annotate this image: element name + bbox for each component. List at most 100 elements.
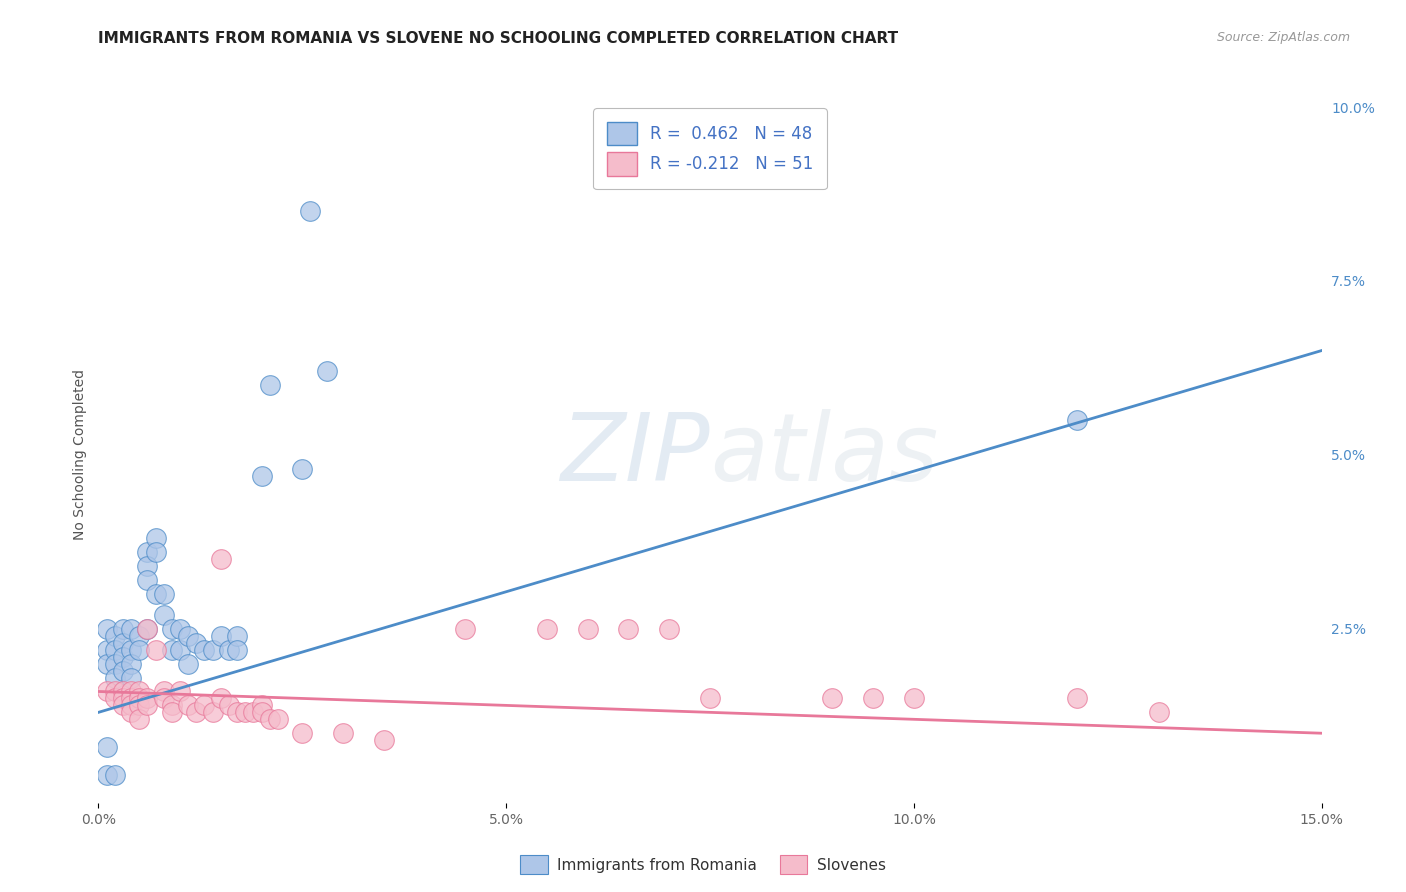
Point <box>1147 706 1170 720</box>
Point <box>226 706 249 720</box>
Point <box>120 691 142 706</box>
Point <box>128 629 150 643</box>
Point <box>160 622 183 636</box>
Point <box>291 462 314 476</box>
Text: ZIP: ZIP <box>561 409 710 500</box>
Point <box>250 706 273 720</box>
Point <box>128 684 150 698</box>
Text: atlas: atlas <box>710 409 938 500</box>
Point <box>120 706 142 720</box>
Point <box>218 642 240 657</box>
Point <box>218 698 240 713</box>
Point <box>111 622 134 636</box>
Point <box>193 642 215 657</box>
Point <box>145 587 167 601</box>
Point <box>96 622 118 636</box>
Point <box>145 545 167 559</box>
Point <box>233 706 256 720</box>
Point <box>111 698 134 713</box>
Point <box>120 642 142 657</box>
Point <box>96 768 118 782</box>
Point <box>169 642 191 657</box>
Point <box>128 642 150 657</box>
Point <box>169 622 191 636</box>
Point <box>536 622 558 636</box>
Point <box>104 642 127 657</box>
Point <box>201 642 224 657</box>
Point <box>160 706 183 720</box>
Point <box>226 642 249 657</box>
Point <box>1066 413 1088 427</box>
Point <box>104 671 127 685</box>
Point <box>136 573 159 587</box>
Y-axis label: No Schooling Completed: No Schooling Completed <box>73 369 87 541</box>
Point <box>209 629 232 643</box>
Point <box>160 698 183 713</box>
Point <box>169 684 191 698</box>
Point <box>152 684 174 698</box>
Point <box>250 468 273 483</box>
Point <box>821 691 844 706</box>
Point <box>145 532 167 546</box>
Point <box>96 740 118 755</box>
Point <box>96 684 118 698</box>
Point <box>699 691 721 706</box>
Point <box>209 552 232 566</box>
Point <box>96 642 118 657</box>
Point <box>120 671 142 685</box>
Point <box>111 691 134 706</box>
Point <box>111 684 134 698</box>
Point <box>104 629 127 643</box>
Point <box>120 684 142 698</box>
Point <box>315 364 337 378</box>
Point <box>160 642 183 657</box>
Point <box>136 622 159 636</box>
Point <box>658 622 681 636</box>
Point <box>299 204 322 219</box>
Point <box>373 733 395 747</box>
Point <box>120 622 142 636</box>
Legend: R =  0.462   N = 48, R = -0.212   N = 51: R = 0.462 N = 48, R = -0.212 N = 51 <box>593 109 827 189</box>
Point <box>104 657 127 671</box>
Point <box>104 691 127 706</box>
Point <box>96 657 118 671</box>
Point <box>136 559 159 574</box>
Point <box>136 698 159 713</box>
Point <box>177 657 200 671</box>
Point <box>576 622 599 636</box>
Point <box>1066 691 1088 706</box>
Point <box>291 726 314 740</box>
Point <box>259 378 281 392</box>
Point <box>136 691 159 706</box>
Point <box>226 629 249 643</box>
Point <box>120 698 142 713</box>
Point <box>903 691 925 706</box>
Point <box>152 587 174 601</box>
Point <box>250 698 273 713</box>
Point <box>193 698 215 713</box>
Point <box>128 712 150 726</box>
Point <box>177 698 200 713</box>
Point <box>111 664 134 678</box>
Point <box>186 636 208 650</box>
Point <box>267 712 290 726</box>
Point <box>152 691 174 706</box>
Point <box>209 691 232 706</box>
Point <box>862 691 884 706</box>
Point <box>617 622 640 636</box>
Point <box>104 684 127 698</box>
Point <box>128 698 150 713</box>
Point <box>332 726 354 740</box>
Point <box>201 706 224 720</box>
Point <box>259 712 281 726</box>
Point <box>454 622 477 636</box>
Point <box>111 649 134 664</box>
Point <box>104 768 127 782</box>
Point <box>120 657 142 671</box>
Legend: Immigrants from Romania, Slovenes: Immigrants from Romania, Slovenes <box>515 849 891 880</box>
Text: IMMIGRANTS FROM ROMANIA VS SLOVENE NO SCHOOLING COMPLETED CORRELATION CHART: IMMIGRANTS FROM ROMANIA VS SLOVENE NO SC… <box>98 31 898 46</box>
Point <box>152 607 174 622</box>
Point <box>136 622 159 636</box>
Point <box>186 706 208 720</box>
Point <box>111 636 134 650</box>
